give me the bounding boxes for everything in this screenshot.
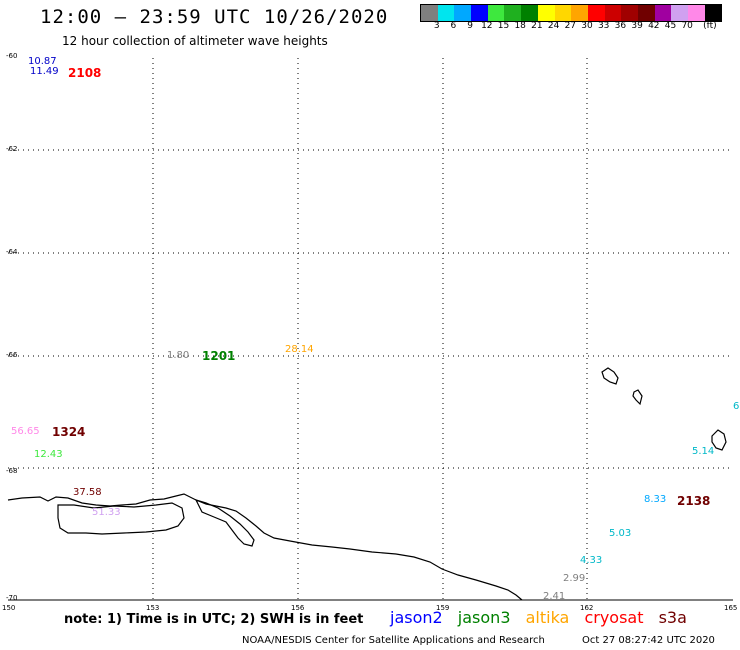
wave-height-reading: 51.33 bbox=[92, 507, 121, 518]
colorbar-swatch bbox=[571, 5, 588, 21]
colorbar-tick-label: 9 bbox=[467, 21, 473, 31]
satellite-legend-item: jason2 bbox=[390, 608, 443, 627]
colorbar-tick-label: 24 bbox=[547, 21, 560, 31]
colorbar-tick-label: 3 bbox=[433, 21, 440, 31]
lon-label: 150 bbox=[2, 604, 16, 612]
colorbar-tick-label: 18 bbox=[514, 21, 526, 31]
colorbar-swatch bbox=[554, 5, 572, 21]
colorbar-swatch bbox=[604, 5, 622, 21]
pass-time-label: 1324 bbox=[52, 425, 86, 439]
colorbar-swatch bbox=[671, 5, 688, 21]
wave-height-reading: 5.14 bbox=[692, 446, 715, 457]
pass-time-label: 1201 bbox=[202, 349, 236, 363]
satellite-legend-item: cryosat bbox=[584, 608, 644, 627]
wave-height-reading: 1.80 bbox=[167, 350, 190, 361]
colorbar-tick-label: 6 bbox=[450, 21, 457, 31]
colorbar-swatch bbox=[437, 5, 455, 21]
lon-label: 162 bbox=[580, 604, 594, 612]
island-1 bbox=[601, 367, 619, 385]
colorbar-swatch bbox=[471, 5, 488, 21]
colorbar-unit-label: (ft) bbox=[703, 21, 717, 31]
graticule bbox=[8, 58, 733, 600]
units-note: note: 1) Time is in UTC; 2) SWH is in fe… bbox=[64, 612, 364, 627]
footer-credit: NOAA/NESDIS Center for Satellite Applica… bbox=[242, 635, 545, 646]
satellite-legend: jason2 jason3 altika cryosat s3a bbox=[390, 608, 697, 627]
island-2 bbox=[632, 389, 643, 406]
wave-height-reading: 28.14 bbox=[285, 344, 314, 355]
map-subtitle: 12 hour collection of altimeter wave hei… bbox=[62, 34, 328, 48]
lon-label: 159 bbox=[436, 604, 450, 612]
satellite-legend-item: jason3 bbox=[457, 608, 511, 627]
colorbar-swatch bbox=[421, 5, 438, 21]
coastline-ice-shelf bbox=[57, 502, 185, 535]
wave-height-reading: 10.87 bbox=[28, 56, 57, 67]
colorbar-tick-label: 45 bbox=[664, 21, 677, 31]
colorbar-swatch bbox=[587, 5, 605, 21]
colorbar-tick-label: 33 bbox=[597, 21, 610, 31]
wave-height-reading: 6 bbox=[733, 401, 740, 412]
wave-height-reading: 12.43 bbox=[34, 449, 63, 460]
lon-label: 156 bbox=[291, 604, 305, 612]
satellite-legend-item: s3a bbox=[658, 608, 687, 627]
wave-height-colorbar bbox=[420, 4, 723, 22]
pass-time-label: 2138 bbox=[677, 494, 711, 508]
lat-label: -68 bbox=[6, 467, 18, 475]
coastline-mainland bbox=[7, 493, 523, 601]
lat-label: -60 bbox=[6, 52, 18, 60]
lat-label: -62 bbox=[6, 145, 18, 153]
satellite-legend-item: altika bbox=[525, 608, 570, 627]
wave-height-reading: 8.33 bbox=[644, 494, 667, 505]
colorbar-tick-label: 30 bbox=[581, 21, 593, 31]
colorbar-tick-label: 39 bbox=[631, 21, 643, 31]
colorbar-tick-labels: 3 6 9 12 15 18 21 24 27 30 33 36 39 42 45 70 (ft) bbox=[420, 21, 740, 33]
island-3 bbox=[711, 429, 727, 451]
colorbar-tick-label: 21 bbox=[531, 21, 543, 31]
lat-label: -70 bbox=[6, 594, 18, 602]
lat-label: -66 bbox=[6, 351, 18, 359]
colorbar-tick-label: 42 bbox=[648, 21, 660, 31]
lat-label: -64 bbox=[6, 248, 18, 256]
colorbar-tick-label: 12 bbox=[481, 21, 493, 31]
colorbar-swatch bbox=[688, 5, 705, 21]
colorbar-tick-label: 15 bbox=[497, 21, 510, 31]
colorbar-swatch bbox=[637, 5, 655, 21]
pass-time-label: 2108 bbox=[68, 66, 102, 80]
footer-timestamp: Oct 27 08:27:42 UTC 2020 bbox=[582, 635, 715, 646]
colorbar-swatch bbox=[521, 5, 538, 21]
wave-height-reading: 37.58 bbox=[73, 487, 102, 498]
wave-height-reading: 4.33 bbox=[580, 555, 603, 566]
wave-height-reading: 56.65 bbox=[11, 426, 40, 437]
wave-height-reading: 2.41 bbox=[543, 591, 566, 602]
colorbar-swatch bbox=[504, 5, 522, 21]
colorbar-swatch bbox=[537, 5, 555, 21]
colorbar-tick-label: 27 bbox=[564, 21, 577, 31]
lon-label: 165 bbox=[724, 604, 738, 612]
colorbar-swatch bbox=[654, 5, 672, 21]
colorbar-swatch bbox=[621, 5, 638, 21]
lon-label: 153 bbox=[146, 604, 160, 612]
colorbar-swatch bbox=[487, 5, 505, 21]
colorbar-swatch bbox=[704, 5, 722, 21]
wave-height-reading: 11.49 bbox=[30, 66, 59, 77]
colorbar-swatch bbox=[454, 5, 472, 21]
colorbar-tick-label: 70 bbox=[681, 21, 693, 31]
wave-height-reading: 2.99 bbox=[563, 573, 586, 584]
map-title: 12:00 – 23:59 UTC 10/26/2020 bbox=[40, 6, 389, 28]
coastline-peninsula bbox=[194, 499, 255, 547]
colorbar-tick-label: 36 bbox=[614, 21, 627, 31]
wave-height-reading: 5.03 bbox=[609, 528, 632, 539]
